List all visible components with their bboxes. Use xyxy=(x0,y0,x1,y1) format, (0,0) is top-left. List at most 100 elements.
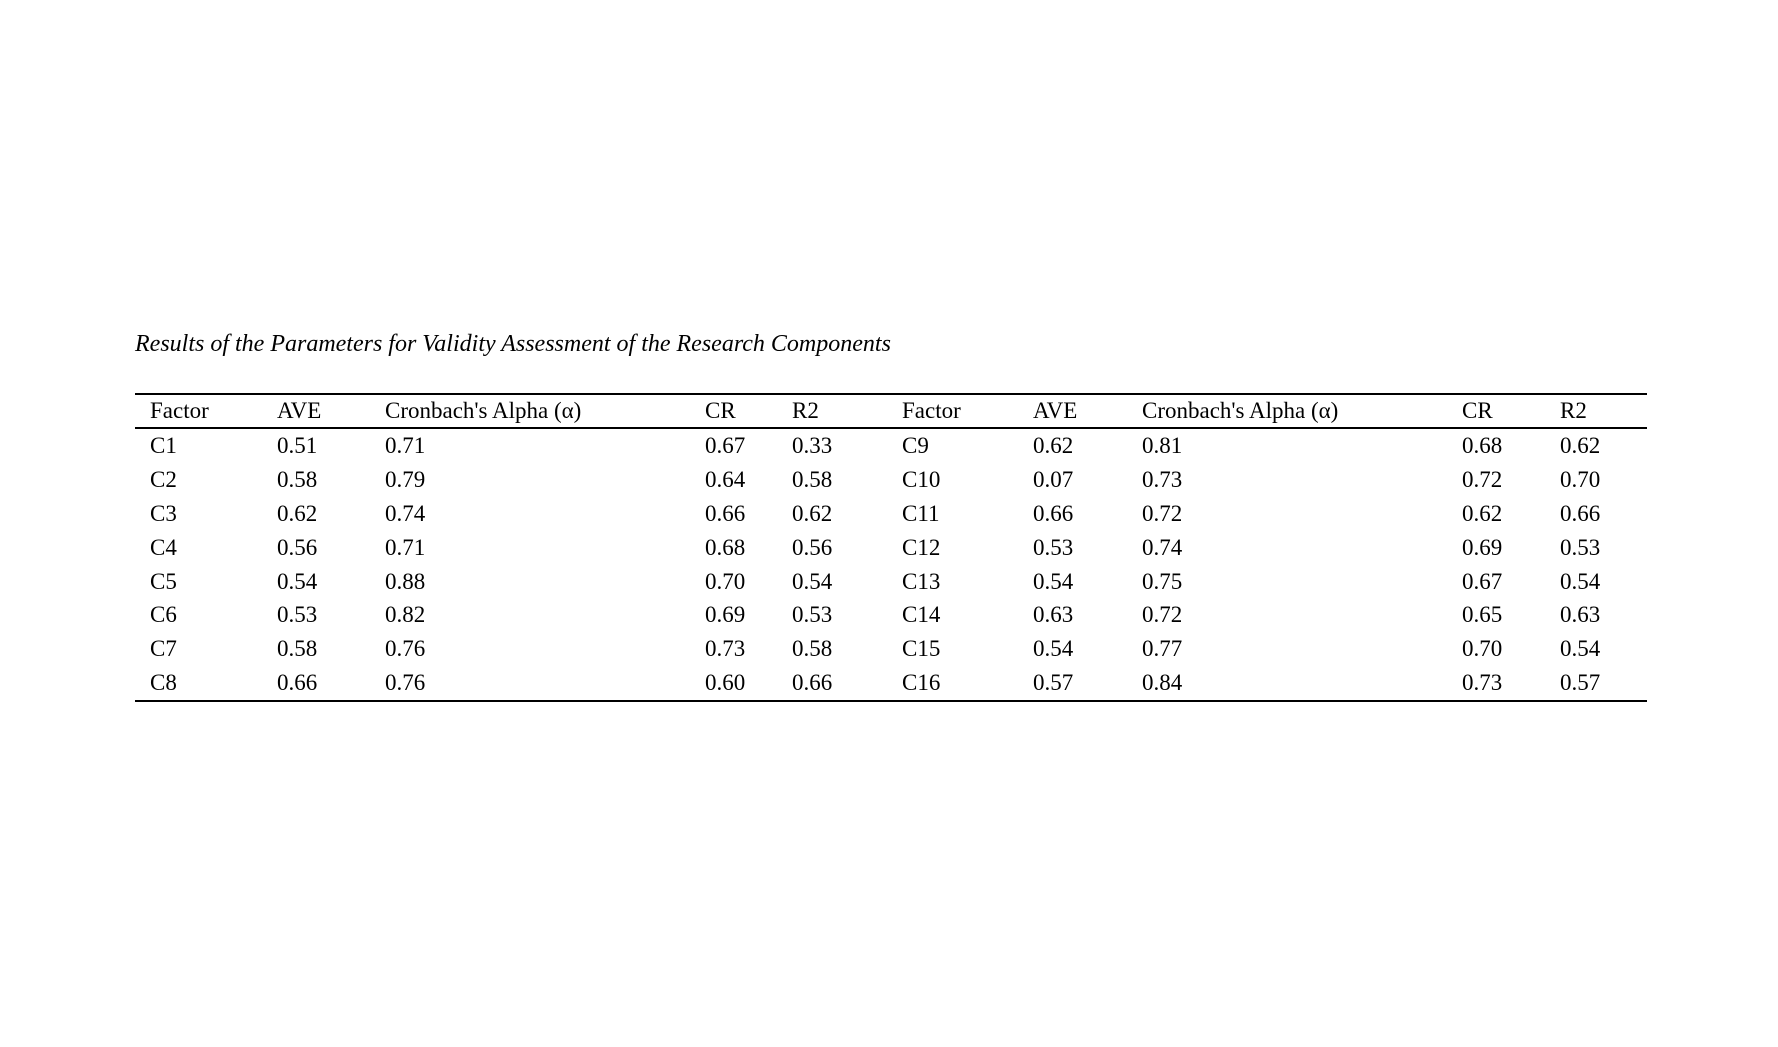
table-cell: 0.07 xyxy=(1033,466,1074,492)
table-cell: 0.58 xyxy=(277,466,318,492)
table-cell: 0.79 xyxy=(385,466,426,492)
col-header-ave-1: AVE xyxy=(277,394,385,429)
table-cell: C1 xyxy=(150,432,177,458)
col-header-cronbach-alpha-2: Cronbach's Alpha (α) xyxy=(1142,394,1462,429)
table-cell: C6 xyxy=(150,602,177,628)
table-cell: 0.54 xyxy=(1033,568,1074,594)
table-cell: 0.54 xyxy=(277,568,318,594)
table-cell: 0.66 xyxy=(1033,500,1074,526)
table-cell: 0.63 xyxy=(1033,602,1074,628)
table-cell: C2 xyxy=(150,466,177,492)
table-cell: 0.73 xyxy=(705,636,746,662)
table-cell: C15 xyxy=(902,636,941,662)
table-cell: 0.84 xyxy=(1142,670,1183,696)
table-cell: 0.58 xyxy=(792,466,833,492)
table-cell: 0.74 xyxy=(1142,534,1183,560)
table-cell: 0.73 xyxy=(1142,466,1183,492)
table-cell: 0.62 xyxy=(1462,500,1503,526)
table-cell: 0.58 xyxy=(277,636,318,662)
table-cell: 0.81 xyxy=(1142,432,1183,458)
table-cell: 0.88 xyxy=(385,568,426,594)
table-cell: 0.57 xyxy=(1033,670,1074,696)
table-cell: 0.70 xyxy=(1462,636,1503,662)
table-cell: 0.76 xyxy=(385,636,426,662)
table-cell: C3 xyxy=(150,500,177,526)
table-cell: 0.54 xyxy=(1560,636,1601,662)
table-row: C4 0.56 0.71 0.68 0.56 C12 0.53 0.74 0.6… xyxy=(135,531,1647,565)
col-header-cronbach-alpha-1: Cronbach's Alpha (α) xyxy=(385,394,705,429)
table-cell: 0.62 xyxy=(792,500,833,526)
table-cell: 0.70 xyxy=(705,568,746,594)
table-title: Results of the Parameters for Validity A… xyxy=(135,331,891,357)
table-cell: 0.67 xyxy=(1462,568,1503,594)
table-cell: 0.65 xyxy=(1462,602,1503,628)
table-cell: 0.68 xyxy=(1462,432,1503,458)
table-cell: C11 xyxy=(902,500,940,526)
table-cell: 0.77 xyxy=(1142,636,1183,662)
table-cell: 0.72 xyxy=(1142,602,1183,628)
table-cell: C5 xyxy=(150,568,177,594)
table-cell: 0.63 xyxy=(1560,602,1601,628)
table-cell: 0.60 xyxy=(705,670,746,696)
col-header-r2-1: R2 xyxy=(792,394,902,429)
table-cell: C12 xyxy=(902,534,941,560)
col-header-factor-2: Factor xyxy=(902,394,1033,429)
table-cell: 0.53 xyxy=(1560,534,1601,560)
table-cell: 0.56 xyxy=(277,534,318,560)
table-cell: 0.66 xyxy=(705,500,746,526)
table-cell: 0.68 xyxy=(705,534,746,560)
table-cell: 0.73 xyxy=(1462,670,1503,696)
table-cell: 0.51 xyxy=(277,432,318,458)
table-row: C1 0.51 0.71 0.67 0.33 C9 0.62 0.81 0.68… xyxy=(135,428,1647,463)
table-cell: 0.69 xyxy=(705,602,746,628)
table-cell: 0.69 xyxy=(1462,534,1503,560)
table-cell: 0.71 xyxy=(385,432,426,458)
table-row: C2 0.58 0.79 0.64 0.58 C10 0.07 0.73 0.7… xyxy=(135,463,1647,497)
table-cell: 0.76 xyxy=(385,670,426,696)
table-cell: 0.33 xyxy=(792,432,833,458)
table-row: C7 0.58 0.76 0.73 0.58 C15 0.54 0.77 0.7… xyxy=(135,632,1647,666)
table-cell: 0.70 xyxy=(1560,466,1601,492)
table-cell: 0.54 xyxy=(1560,568,1601,594)
table-cell: 0.66 xyxy=(792,670,833,696)
table-cell: 0.72 xyxy=(1462,466,1503,492)
header-row: Factor AVE Cronbach's Alpha (α) CR R2 Fa… xyxy=(135,394,1647,429)
table-cell: 0.74 xyxy=(385,500,426,526)
table-cell: 0.66 xyxy=(1560,500,1601,526)
table-cell: 0.66 xyxy=(277,670,318,696)
table-cell: 0.72 xyxy=(1142,500,1183,526)
table-cell: 0.62 xyxy=(1033,432,1074,458)
table-cell: C10 xyxy=(902,466,941,492)
table-cell: 0.53 xyxy=(1033,534,1074,560)
table-cell: 0.75 xyxy=(1142,568,1183,594)
table-cell: 0.53 xyxy=(277,602,318,628)
table-cell: 0.57 xyxy=(1560,670,1601,696)
table-row: C6 0.53 0.82 0.69 0.53 C14 0.63 0.72 0.6… xyxy=(135,598,1647,632)
col-header-r2-2: R2 xyxy=(1560,394,1647,429)
col-header-cr-2: CR xyxy=(1462,394,1560,429)
table-cell: 0.67 xyxy=(705,432,746,458)
table-cell: C4 xyxy=(150,534,177,560)
col-header-factor-1: Factor xyxy=(135,394,277,429)
table-cell: 0.54 xyxy=(1033,636,1074,662)
table-row: C8 0.66 0.76 0.60 0.66 C16 0.57 0.84 0.7… xyxy=(135,666,1647,701)
table-cell: 0.82 xyxy=(385,602,426,628)
validity-assessment-table: Factor AVE Cronbach's Alpha (α) CR R2 Fa… xyxy=(135,393,1647,703)
table-cell: C7 xyxy=(150,636,177,662)
table-cell: 0.71 xyxy=(385,534,426,560)
table-row: C3 0.62 0.74 0.66 0.62 C11 0.66 0.72 0.6… xyxy=(135,497,1647,531)
table-cell: 0.64 xyxy=(705,466,746,492)
table-cell: 0.54 xyxy=(792,568,833,594)
table-cell: C13 xyxy=(902,568,941,594)
table-row: C5 0.54 0.88 0.70 0.54 C13 0.54 0.75 0.6… xyxy=(135,565,1647,599)
table-cell: 0.62 xyxy=(1560,432,1601,458)
table-cell: C16 xyxy=(902,670,941,696)
table-cell: 0.53 xyxy=(792,602,833,628)
table-cell: 0.58 xyxy=(792,636,833,662)
table-cell: C8 xyxy=(150,670,177,696)
table-cell: 0.62 xyxy=(277,500,318,526)
table-cell: 0.56 xyxy=(792,534,833,560)
table-cell: C14 xyxy=(902,602,941,628)
table-cell: C9 xyxy=(902,432,929,458)
